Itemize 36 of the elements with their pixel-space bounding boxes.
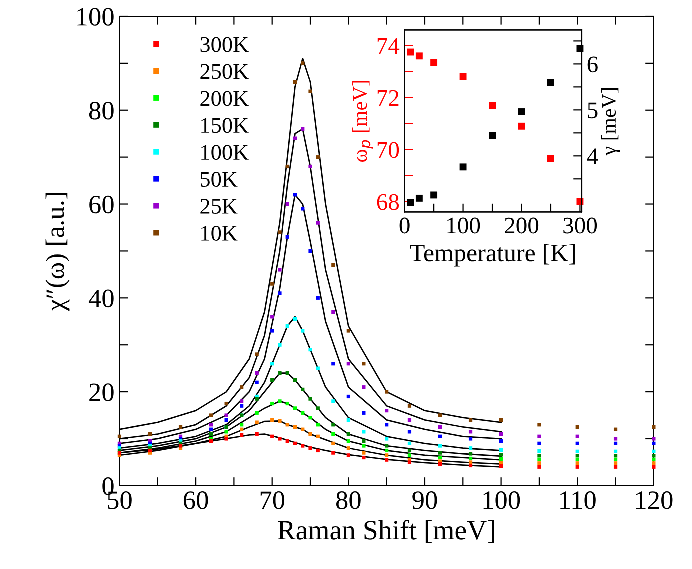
- legend-label: 100K: [202, 145, 249, 160]
- y-tick-label: 68: [377, 194, 400, 210]
- x-tick-label: 300: [564, 218, 598, 234]
- x-tick-label: 110: [560, 492, 596, 510]
- x-axis-title: Temperature [K]: [410, 244, 575, 267]
- x-tick-label: 100: [484, 492, 520, 510]
- y-tick-label: 100: [78, 8, 114, 26]
- x-tick-label: 90: [412, 492, 438, 510]
- y-tick-label: 60: [90, 196, 114, 214]
- legend-label: 10K: [202, 226, 238, 241]
- legend-label: 250K: [200, 64, 249, 80]
- y2-tick-label: 5: [588, 102, 598, 119]
- y2-axis-title: γ [meV]: [601, 88, 620, 156]
- y-axis-title: ω$_{p}$ [meV]: [352, 81, 374, 162]
- legend-label: 25K: [200, 199, 238, 214]
- y-tick-label: 74: [378, 38, 400, 54]
- legend-label: 300K: [200, 37, 249, 52]
- y-tick-label: 80: [89, 102, 114, 120]
- y-tick-label: 40: [88, 290, 114, 308]
- y-tick-label: 72: [378, 90, 399, 106]
- x-tick-label: 70: [260, 492, 285, 510]
- y2-tick-label: 4: [587, 148, 598, 164]
- y-axis-title: χ″(ω) [a.u.]: [46, 193, 70, 312]
- x-tick-label: 0: [400, 218, 410, 234]
- x-tick-label: 100: [448, 218, 480, 234]
- y-tick-label: 70: [378, 142, 400, 158]
- y-tick-label: 20: [90, 384, 114, 402]
- x-tick-label: 120: [636, 492, 673, 510]
- legend-label: 50K: [201, 172, 238, 188]
- y2-tick-label: 6: [588, 56, 598, 73]
- x-tick-label: 200: [505, 218, 539, 234]
- legend-label: 200K: [200, 91, 249, 106]
- x-tick-label: 60: [184, 492, 208, 510]
- x-axis-title: Raman Shift [meV]: [278, 520, 494, 544]
- legend-label: 150K: [202, 118, 249, 134]
- x-tick-label: 80: [336, 492, 361, 510]
